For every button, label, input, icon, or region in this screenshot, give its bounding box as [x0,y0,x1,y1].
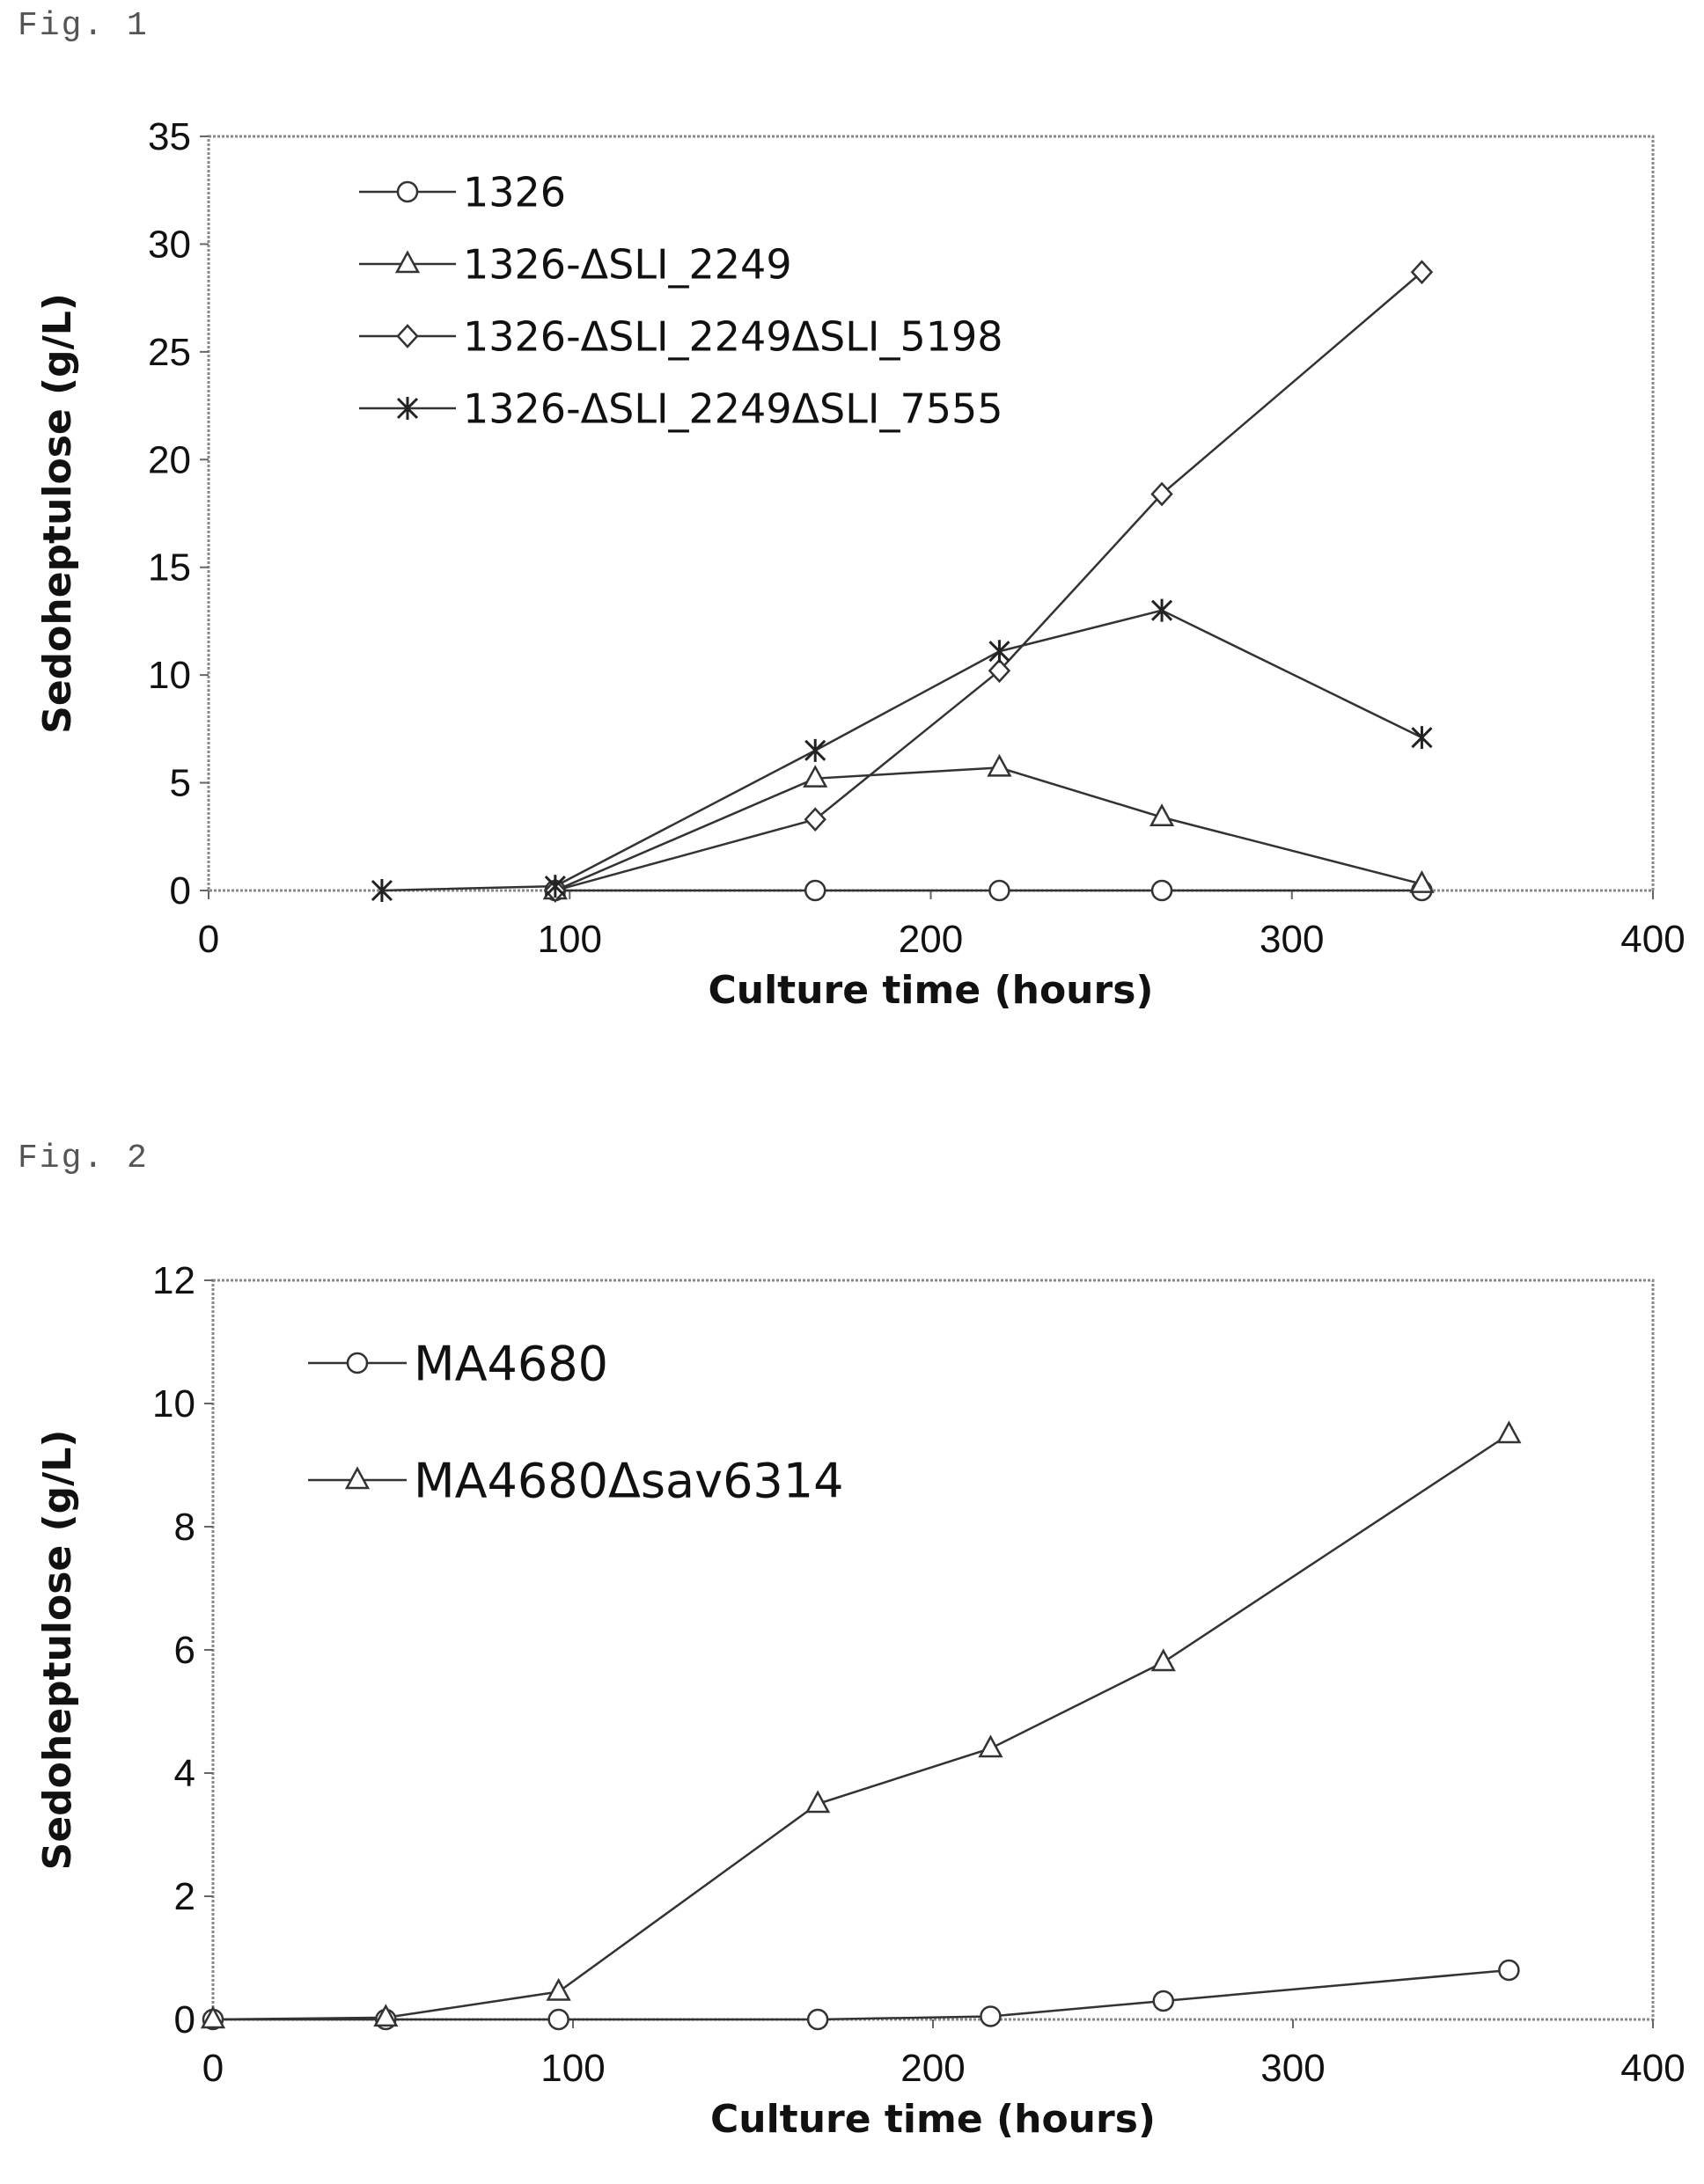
y-tick-label: 10 [148,654,191,697]
x-tick-label: 0 [198,918,219,961]
data-point-series-1 [1149,803,1175,826]
y-tick-label: 15 [148,546,191,590]
legend-marker [344,1466,371,1490]
legend-label: 1326 [463,169,566,216]
y-tick-label: 35 [148,115,191,158]
data-point-series-1 [1409,870,1435,893]
data-point-series-0 [1498,1959,1520,1982]
data-point-series-0 [806,2008,829,2031]
y-tick-label: 0 [170,869,191,912]
y-tick-label: 0 [174,1998,195,2041]
y-tick-label: 10 [152,1382,195,1425]
data-point-series-0 [804,879,826,902]
series-line-1 [212,1433,1510,2021]
legend-marker [394,250,421,274]
y-tick-label: 4 [174,1752,195,1795]
y-tick-label: 12 [152,1259,195,1302]
data-point-series-1 [1496,1420,1522,1444]
data-point-series-0 [988,879,1010,902]
x-tick-label: 100 [540,2047,605,2090]
series-line-3 [381,609,1422,892]
plot-area-frame [207,135,1655,892]
y-tick-label: 5 [170,762,191,805]
y-tick-label: 25 [148,331,191,374]
y-tick-label: 30 [148,223,191,266]
x-axis-title: Culture time (hours) [710,2097,1156,2142]
data-point-series-2 [1150,481,1173,507]
data-point-series-1 [200,2005,226,2029]
y-axis-title: Sedoheptulose (g/L) [35,1430,80,1871]
chart-fig-1: 0 5 10 15 20 25 30 35 0 100 200 300 400 Culture time … [35,115,1686,1013]
data-point-series-1 [978,1734,1003,1758]
y-tick-label: 2 [174,1875,195,1918]
legend-label: 1326-ΔSLI_2249 [463,241,792,289]
data-point-series-1 [1150,1648,1176,1672]
x-tick-label: 0 [202,2047,224,2090]
data-point-series-3 [1411,726,1433,750]
x-tick-label: 400 [1620,918,1685,961]
data-point-series-2 [1410,260,1434,285]
data-point-series-3 [988,640,1010,663]
data-point-series-3 [804,738,826,762]
data-point-series-2 [988,658,1011,684]
data-point-series-1 [546,1977,571,2001]
x-tick-label: 100 [538,918,602,961]
data-point-series-1 [987,753,1012,777]
data-point-series-0 [1150,879,1173,902]
legend-label: MA4680 [414,1336,608,1391]
x-tick-label: 300 [1260,918,1324,961]
data-point-series-0 [547,2008,569,2031]
x-axis-title: Culture time (hours) [708,968,1153,1013]
x-tick-label: 200 [899,918,963,961]
data-point-series-0 [980,2005,1002,2027]
series-line-0 [213,1968,1509,2021]
x-tick-label: 300 [1260,2047,1325,2090]
y-axis-title: Sedoheptulose (g/L) [35,293,80,734]
x-tick-label: 200 [900,2047,965,2090]
data-point-series-2 [804,807,826,832]
legend-marker [396,180,419,203]
legend-marker [396,397,419,420]
legend-label: MA4680Δsav6314 [414,1453,844,1508]
y-tick-label: 6 [174,1629,195,1672]
figure-2-label: Fig. 2 [18,1140,149,1177]
y-tick-label: 8 [174,1506,195,1549]
data-point-series-3 [1150,598,1173,622]
data-point-series-3 [544,875,566,898]
legend-marker [396,324,419,348]
y-tick-label: 20 [148,438,191,481]
data-point-series-0 [1152,1990,1175,2012]
legend-label: 1326-ΔSLI_2249ΔSLI_5198 [463,313,1003,361]
x-tick-label: 400 [1620,2047,1685,2090]
data-point-series-3 [371,879,393,902]
data-point-series-1 [373,2004,399,2027]
data-point-series-1 [805,1790,831,1814]
data-point-series-1 [803,765,828,788]
legend-marker [346,1352,369,1374]
figure-1-label: Fig. 1 [18,7,149,45]
legend-label: 1326-ΔSLI_2249ΔSLI_7555 [463,385,1003,433]
